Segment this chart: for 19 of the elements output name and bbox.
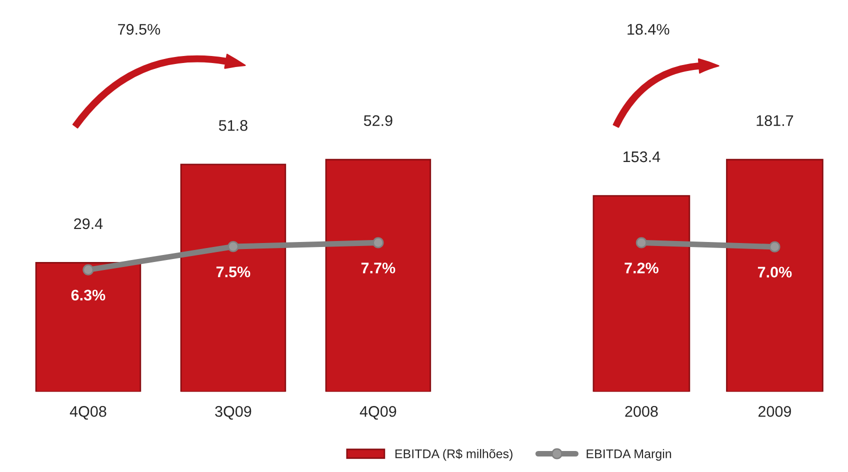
legend-label: EBITDA Margin — [586, 449, 672, 461]
text: 79.5% — [118, 24, 160, 35]
data-label: 7.7% — [361, 262, 396, 274]
data-label: 181.7 — [756, 115, 794, 126]
data-label: 52.9 — [364, 115, 392, 126]
legend-label: EBITDA (R$ milhões) — [395, 448, 512, 461]
x-tick-label: 3Q09 — [215, 406, 252, 420]
data-label: 7.2% — [624, 262, 658, 274]
x-tick-label: 2009 — [758, 406, 791, 417]
data-label: 153.4 — [624, 151, 660, 162]
data-label: 7.5% — [216, 266, 250, 278]
x-tick-label: 4Q09 — [360, 406, 396, 420]
x-tick-label: 4Q08 — [70, 406, 106, 420]
x-tick-label: 2008 — [625, 406, 658, 417]
text: 18.4% — [628, 24, 670, 35]
data-label: 6.3% — [71, 290, 106, 301]
data-label: 51.8 — [218, 120, 248, 131]
data-label: 29.4 — [74, 218, 103, 230]
data-label: 7.0% — [758, 266, 792, 278]
